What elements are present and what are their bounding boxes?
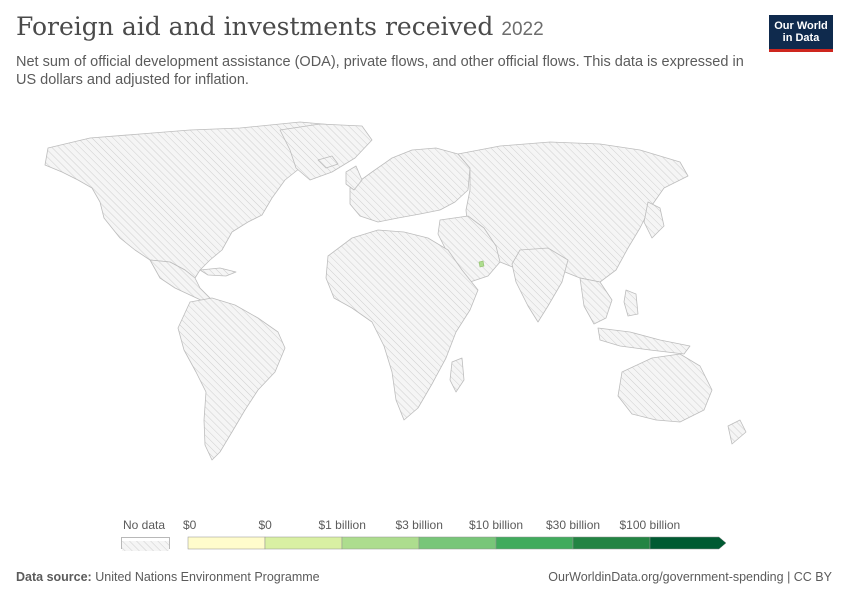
region-greenland[interactable] [279,123,373,181]
region-middle-east[interactable] [437,215,501,283]
legend-tick-label-1: $0 [258,518,272,532]
region-southeast-asia[interactable] [579,277,613,325]
region-new-zealand[interactable] [727,419,747,445]
title-row: Foreign aid and investments received 202… [16,12,544,41]
world-map [0,110,850,510]
legend-bin-2[interactable] [341,536,420,550]
data-source: Data source: United Nations Environment … [16,570,320,584]
region-iceland[interactable] [317,155,339,169]
legend-bin-0[interactable] [187,536,266,550]
legend-bin-3[interactable] [418,536,497,550]
region-south-america[interactable] [177,297,286,461]
region-india[interactable] [511,247,569,323]
region-philippines[interactable] [623,289,639,317]
region-europe[interactable] [349,147,471,223]
legend-tick-label-0: $0 [183,518,197,532]
legend-tick-label-5: $30 billion [546,518,601,532]
legend-no-data-label: No data [123,518,166,532]
region-australia[interactable] [617,353,713,423]
chart-title: Foreign aid and investments received [16,12,494,41]
region-uk[interactable] [345,165,363,191]
logo-line-1: Our World [774,20,828,32]
region-caribbean[interactable] [199,267,237,277]
region-africa[interactable] [325,229,479,421]
region-north-america[interactable] [44,121,346,279]
legend-bin-1[interactable] [264,536,343,550]
legend-tick-label-2: $1 billion [318,518,366,532]
legend-bin-5[interactable] [572,536,651,550]
legend-color-bar [187,536,727,550]
source-url-link[interactable]: OurWorldinData.org/government-spending |… [548,570,832,584]
chart-year: 2022 [501,19,544,40]
country-qatar[interactable] [478,260,485,268]
legend-tick-label-4: $10 billion [469,518,524,532]
map-legend: No data $0 $0 $1 billion $3 billion $10 bill… [0,515,850,555]
region-japan[interactable] [643,201,665,239]
data-source-label: Data source: [16,570,92,584]
region-indonesia[interactable] [597,327,691,355]
legend-bin-4[interactable] [495,536,574,550]
region-madagascar[interactable] [449,357,465,393]
owid-logo[interactable]: Our World in Data [769,15,833,52]
legend-bin-6[interactable] [649,536,727,550]
world-map-svg [44,121,747,461]
legend-tick-label-6: $100 billion [619,518,681,532]
legend-tick-label-3: $3 billion [395,518,443,532]
legend-no-data-swatch [121,537,170,551]
data-source-name: United Nations Environment Programme [95,570,320,584]
logo-line-2: in Data [782,32,820,44]
chart-subtitle: Net sum of official development assistan… [16,54,744,88]
